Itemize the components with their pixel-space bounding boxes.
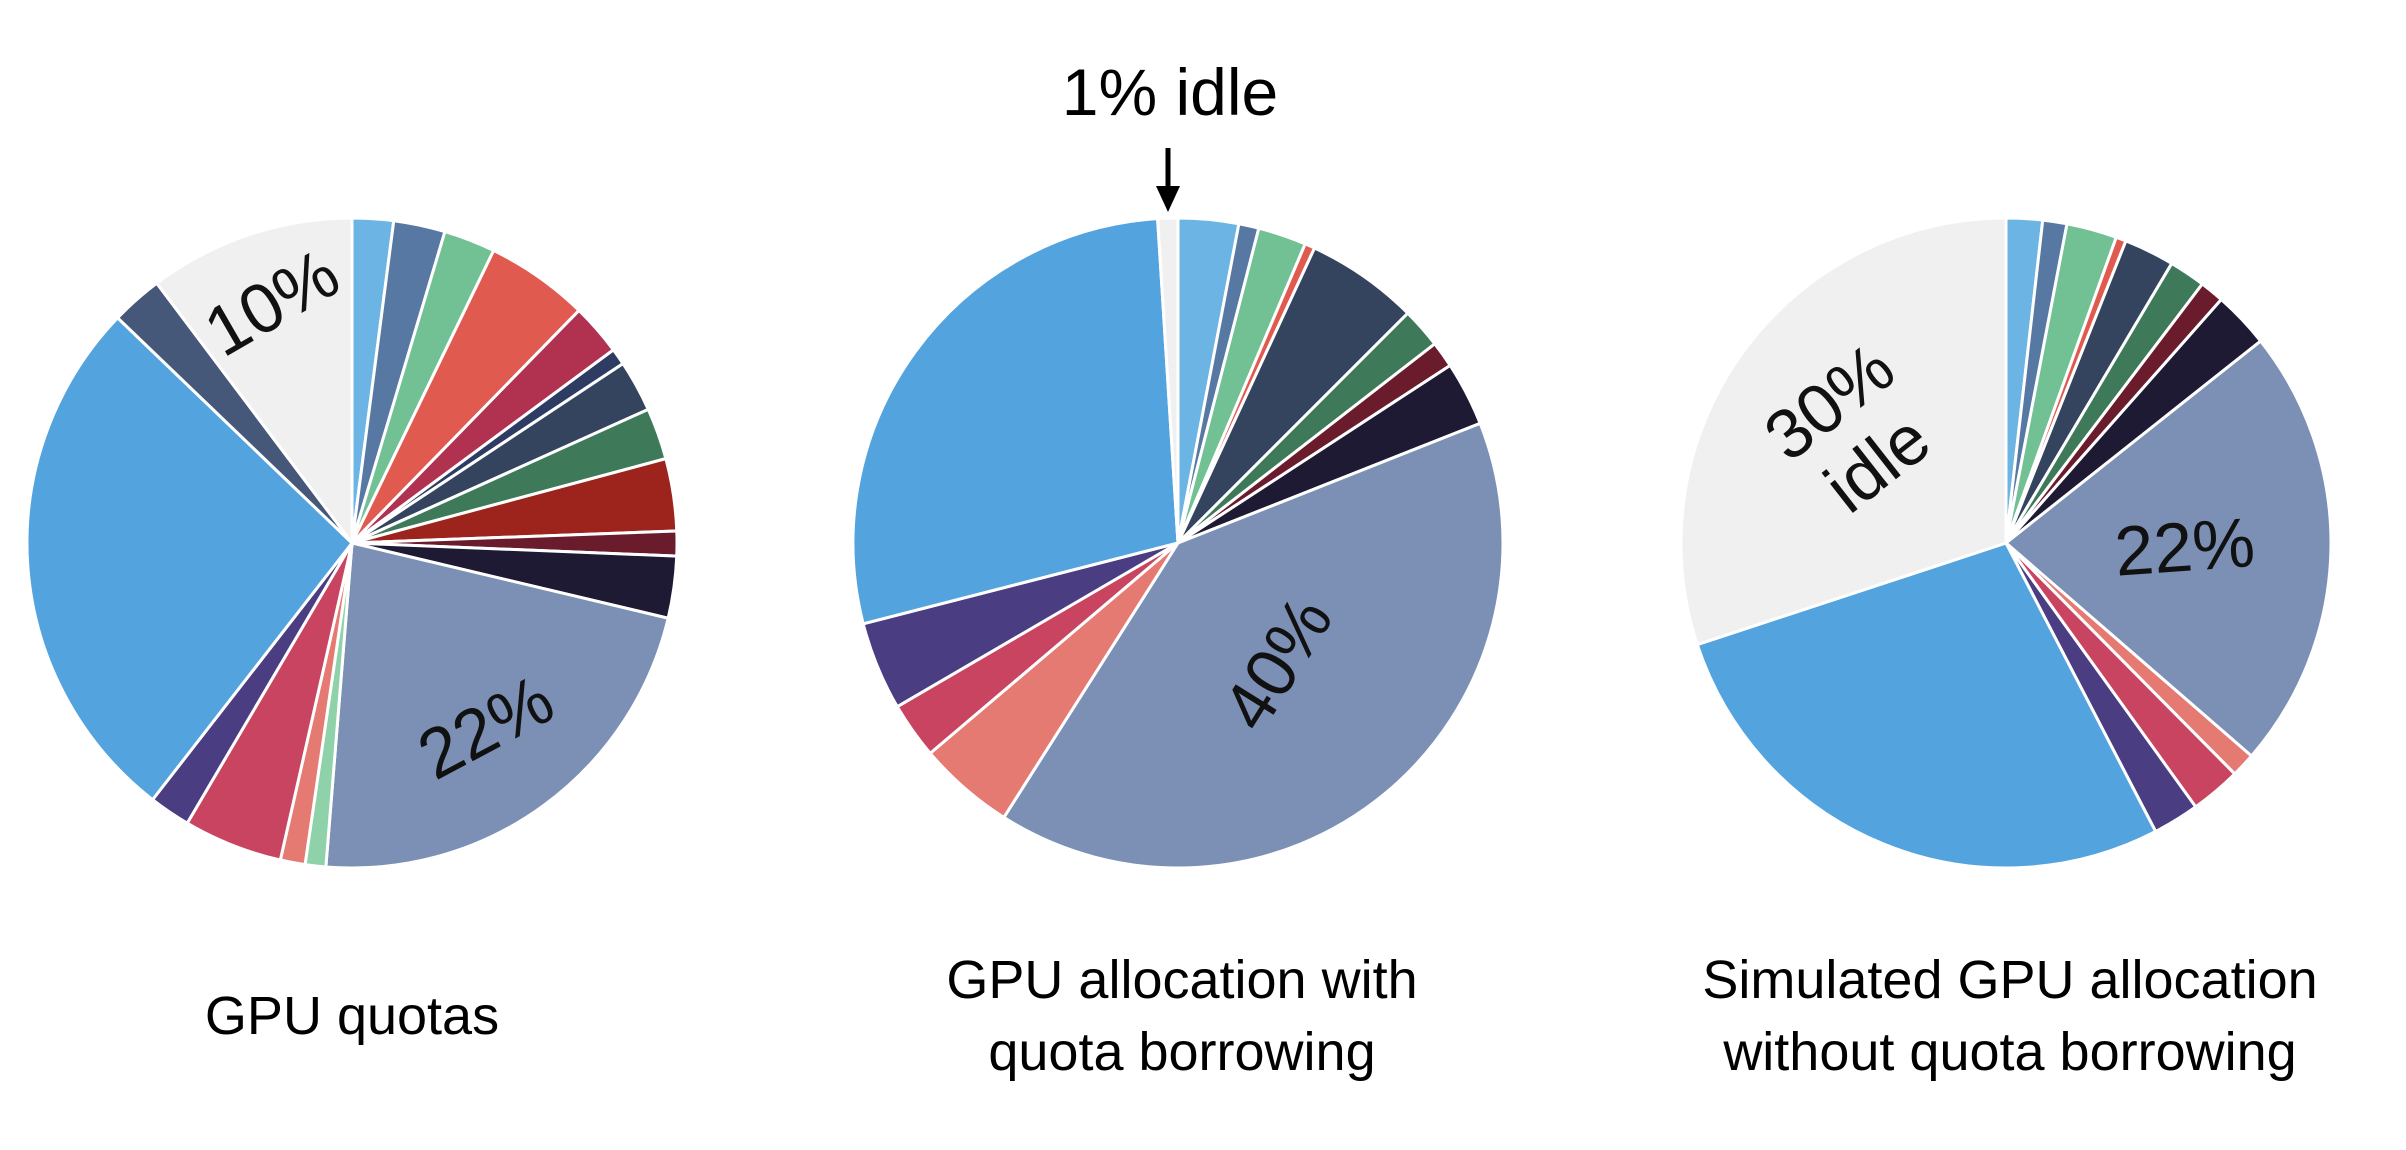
pie-gpu-quotas: 22%10% (25, 216, 679, 870)
pie-slice (1679, 216, 2008, 647)
idle-annotation: 1% idle (1061, 55, 1279, 129)
pie-allocation-without-borrowing: 22%30%idle (1679, 216, 2333, 870)
chart-title-allocation-with-borrowing: GPU allocation with quota borrowing (862, 944, 1502, 1088)
chart-title-allocation-without-borrowing: Simulated GPU allocation without quota b… (1600, 944, 2406, 1088)
pie-allocation-with-borrowing: 40% (851, 216, 1505, 870)
pie-slice (324, 541, 670, 870)
chart-title-line: without quota borrowing (1723, 1022, 2297, 1082)
slice-data-label: 22% (2112, 503, 2257, 591)
chart-title-line: GPU quotas (204, 986, 500, 1046)
pie-slice (851, 217, 1180, 626)
idle-arrow (1156, 148, 1180, 212)
chart-title-line: GPU allocation with (946, 950, 1418, 1010)
chart-title-line: quota borrowing (988, 1022, 1376, 1082)
pie-slice (1695, 541, 2158, 870)
pie-slice (1155, 216, 1180, 544)
pie-slice (2003, 338, 2333, 759)
chart-title-gpu-quotas: GPU quotas (152, 980, 552, 1052)
pie-slice (25, 315, 355, 802)
chart-title-line: Simulated GPU allocation (1702, 950, 2318, 1010)
pie-slice (154, 216, 354, 548)
pie-slice (1001, 421, 1505, 870)
